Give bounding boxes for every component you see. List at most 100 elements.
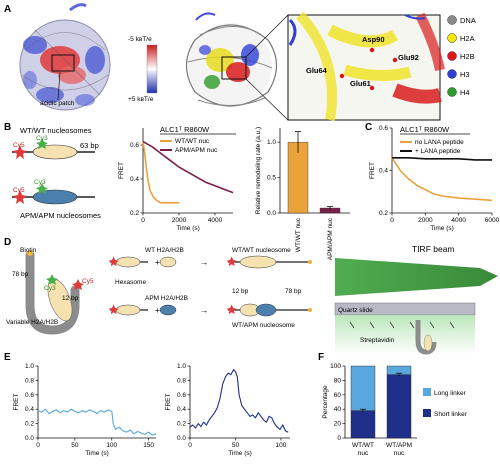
y-tick-label: 0.2 xyxy=(177,421,186,428)
wtwt-construct xyxy=(12,138,95,160)
y-tick-label: 100 xyxy=(330,363,341,370)
y-tick-label: 0.2 xyxy=(25,421,34,428)
apm-cy5-label: Cy5 xyxy=(13,187,25,194)
y-axis-label: Percentage xyxy=(322,385,329,419)
x-category-label: APM/APM nuc xyxy=(327,217,334,260)
y-tick-label: 0 xyxy=(337,435,341,442)
series-line-1 xyxy=(392,157,492,161)
apm-construct xyxy=(12,183,95,205)
hexasome-label: Hexasome xyxy=(115,279,146,286)
legend-short-label: Short linker xyxy=(434,411,468,418)
y-tick-label: 0.6 xyxy=(25,392,34,399)
panel-letter-d: D xyxy=(4,237,11,248)
d-78bp-label: 78 bp xyxy=(12,271,29,278)
legend-dna-swatch xyxy=(447,15,457,25)
chart-e-trace-1: 0 50 100 150 0.0 0.2 0.4 0.6 0.8 1.0 Time (s) FRET xyxy=(13,363,157,457)
y-tick-label: 0.6 xyxy=(379,125,388,132)
x-tick-label: 4000 xyxy=(451,217,466,224)
stacked-bar-0-0 xyxy=(350,410,376,439)
series-line-0 xyxy=(189,368,289,433)
x-tick-label: 50 xyxy=(71,442,79,449)
legend-h4-swatch xyxy=(447,87,457,97)
d-schematic-12bp: 12 bp xyxy=(232,288,249,295)
arrow-sign-2: → xyxy=(200,305,209,315)
y-tick-label: 0.5 xyxy=(267,175,276,182)
streptavidin-label: Streptavidin xyxy=(360,337,395,344)
chart-c-title: ALC1ᵀ R860W xyxy=(400,125,450,134)
y-tick-label: 0.4 xyxy=(379,168,388,175)
x-tick-label: 2000 xyxy=(418,217,433,224)
wtwt-nucleosome-label: WT/WT nucleosome xyxy=(232,247,291,254)
legend-long-swatch xyxy=(423,388,431,396)
x-axis-label: Time (s) xyxy=(430,225,454,232)
residue-glu61: Glu61 xyxy=(350,79,371,88)
y-tick-label: 0.8 xyxy=(177,377,186,384)
wtapm-nucleosome-label: WT/APM nucleosome xyxy=(232,322,295,329)
x-tick-label: 50 xyxy=(232,442,240,449)
series-line-1 xyxy=(142,140,234,194)
panel-letter-c: C xyxy=(365,122,372,133)
x-tick-label: 4000 xyxy=(208,217,223,224)
legend-lana-label: + LANA peptide xyxy=(415,148,461,155)
d-schematic-78bp: 78 bp xyxy=(285,288,302,295)
legend-h3-swatch xyxy=(447,69,457,79)
x-tick-label: 0 xyxy=(188,442,192,449)
legend-apm-label: APM/APM nuc xyxy=(175,147,218,154)
y-axis-label: Relative remodeling rate (a.u.) xyxy=(255,127,262,214)
cy3-star-icon xyxy=(36,138,48,149)
y-tick-label: 0.0 xyxy=(177,435,186,442)
panel-letter-a: A xyxy=(4,4,11,15)
arrow-sign: → xyxy=(200,257,209,267)
x-axis-label: Time (s) xyxy=(85,450,109,457)
chart-c-lana-timecourse: 0 2000 4000 6000 0.2 0.4 0.6 Time (s) FRET xyxy=(369,125,500,232)
apm-h2a-label: APM H2A/H2B xyxy=(145,295,188,302)
tirf-label: TIRF beam xyxy=(412,244,455,254)
cy5-star-icon xyxy=(13,190,27,204)
y-tick-label: 80 xyxy=(334,377,342,384)
series-line-0 xyxy=(37,408,157,436)
acidic-patch-zoom xyxy=(287,11,445,121)
legend-h2b-label: H2B xyxy=(460,52,475,61)
x-category-label: nuc xyxy=(394,450,405,457)
stacked-bar-0-1 xyxy=(350,365,376,411)
x-category-label: WT/WT xyxy=(352,442,374,449)
d-12bp-label: 12 bp xyxy=(62,295,79,302)
x-category-label: WT/APM xyxy=(386,442,412,449)
x-tick-label: 0 xyxy=(36,442,40,449)
cy3-star-icon xyxy=(46,274,58,285)
y-tick-label: 40 xyxy=(334,406,342,413)
quartz-label: Quartz slide xyxy=(338,307,373,314)
legend-dna-label: DNA xyxy=(460,16,476,25)
x-tick-label: 0 xyxy=(141,217,145,224)
panel-letter-b: B xyxy=(4,122,11,133)
residue-glu64: Glu64 xyxy=(306,66,328,75)
y-axis-label: FRET xyxy=(369,162,376,179)
series-line-0 xyxy=(142,141,179,204)
wt-h2a-label: WT H2A/H2B xyxy=(145,247,184,254)
residue-asp90: Asp90 xyxy=(362,35,385,44)
x-category-label: WT/WT nuc xyxy=(295,217,302,252)
panel-letter-f: F xyxy=(318,352,324,363)
x-axis-label: Time (s) xyxy=(176,225,200,232)
y-tick-label: 0.6 xyxy=(177,392,186,399)
biotin-dot xyxy=(27,250,33,256)
series-line-0 xyxy=(391,157,493,202)
acidic-patch-label: acidic patch xyxy=(40,100,75,107)
y-tick-label: 0.2 xyxy=(379,210,388,217)
legend-wtwt-label: WT/WT nuc xyxy=(175,138,210,145)
electrostatic-color-scale xyxy=(146,44,158,94)
stacked-bar-1-0 xyxy=(386,374,412,439)
d-cy3-label: Cy3 xyxy=(44,285,56,292)
legend-h2a-label: H2A xyxy=(460,34,475,43)
y-tick-label: 0.0 xyxy=(25,435,34,442)
d-cy5-label: Cy5 xyxy=(82,278,94,285)
variable-h2a-label: Variable H2A/H2B xyxy=(6,319,58,326)
x-tick-label: 2000 xyxy=(172,217,187,224)
cy5-star-icon xyxy=(72,279,84,290)
y-tick-label: 0.4 xyxy=(130,176,139,183)
plus-sign: + xyxy=(155,257,160,267)
apm-title: APM/APM nucleosomes xyxy=(20,211,101,220)
surface-tethered-construct xyxy=(25,250,84,335)
y-tick-label: 0.0 xyxy=(267,210,276,217)
